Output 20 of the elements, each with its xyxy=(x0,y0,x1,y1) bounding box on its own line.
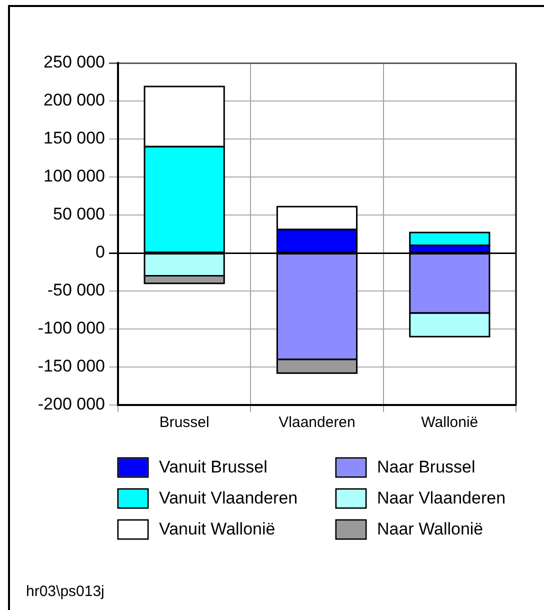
y-tick-label: -50 000 xyxy=(47,280,105,300)
y-tick-label: 50 000 xyxy=(53,204,105,224)
y-tick-label: 100 000 xyxy=(44,166,105,186)
legend-label: Naar Vlaanderen xyxy=(377,488,506,508)
legend-label: Vanuit Vlaanderen xyxy=(159,488,298,508)
legend-label: Naar Wallonië xyxy=(377,520,484,539)
y-tick-label: 250 000 xyxy=(44,52,105,72)
y-tick-label: -100 000 xyxy=(38,318,105,338)
y-tick-label: -150 000 xyxy=(38,356,105,376)
x-tick-label: Wallonië xyxy=(421,414,478,432)
y-tick-label: 150 000 xyxy=(44,128,105,148)
legend-label: Vanuit Brussel xyxy=(159,458,268,477)
text: hr03\ps013j xyxy=(26,583,104,601)
y-tick-label: 0 xyxy=(96,242,105,262)
legend-label: Vanuit Wallonië xyxy=(159,520,276,539)
x-tick-label: Brussel xyxy=(159,414,210,432)
legend-label: Naar Brussel xyxy=(377,458,476,477)
x-tick-label: Vlaanderen xyxy=(278,414,356,432)
y-tick-label: -200 000 xyxy=(38,394,105,414)
y-tick-label: 200 000 xyxy=(44,90,105,110)
